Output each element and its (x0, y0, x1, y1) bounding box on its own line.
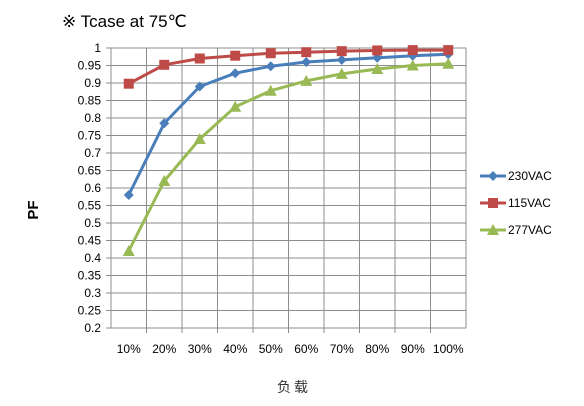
data-point (122, 245, 135, 256)
data-point (230, 68, 241, 79)
data-point (371, 63, 384, 74)
data-point (300, 74, 313, 86)
x-tick-label: 90% (401, 342, 425, 356)
data-point (159, 118, 170, 129)
legend-item-230VAC: 230VAC (480, 169, 552, 183)
y-tick-labels: 0.2 0.25 0.3 0.35 0.4 0.45 0.5 0.55 0.6 0.65 0.7 0.… (78, 41, 102, 335)
x-tick-label: 10% (117, 342, 141, 356)
series-115VAC (123, 45, 454, 89)
y-tick-label: 0.65 (78, 164, 102, 178)
data-point (336, 54, 347, 65)
data-point (372, 45, 383, 56)
x-tick-label: 40% (223, 342, 247, 356)
x-axis-label: 负载 (277, 380, 311, 396)
data-point (265, 48, 276, 59)
legend-marker (487, 224, 499, 235)
data-point (194, 53, 205, 64)
x-tick-label: 60% (294, 342, 318, 356)
data-point (443, 45, 454, 56)
data-point (230, 50, 241, 61)
data-point (194, 81, 205, 92)
data-point (193, 133, 206, 144)
y-tick-label: 0.45 (78, 234, 102, 248)
legend-item-115VAC: 115VAC (480, 196, 551, 210)
legend-label: 230VAC (508, 169, 552, 183)
y-tick-label: 0.9 (84, 76, 101, 90)
y-tick-label: 0.55 (78, 199, 102, 213)
x-tick-label: 30% (188, 342, 212, 356)
series-line (128, 48, 449, 86)
x-tick-label: 50% (259, 342, 283, 356)
data-point (123, 190, 134, 200)
chart-title: ※ Tcase at 75℃ (62, 12, 187, 31)
legend-item-277VAC: 277VAC (480, 223, 552, 237)
y-tick-label: 0.5 (84, 216, 101, 230)
data-point (336, 46, 347, 57)
series-277VAC (122, 57, 455, 256)
y-tick-label: 1 (94, 41, 101, 55)
data-point (301, 47, 312, 58)
y-tick-label: 0.75 (78, 129, 102, 143)
y-tick-label: 0.25 (78, 304, 102, 318)
data-point (442, 57, 455, 69)
legend-label: 277VAC (508, 223, 552, 237)
legend-marker (488, 171, 498, 181)
y-tick-label: 0.2 (84, 321, 101, 335)
data-point (158, 175, 171, 186)
data-point (406, 59, 419, 71)
data-point (123, 78, 134, 89)
series-group (122, 45, 455, 256)
y-tick-label: 0.6 (84, 181, 101, 195)
data-point (407, 45, 418, 56)
series-line (127, 52, 449, 196)
y-tick-label: 0.4 (84, 251, 101, 265)
y-tick-label: 0.35 (78, 269, 102, 283)
x-tick-label: 70% (330, 342, 354, 356)
data-point (265, 61, 276, 72)
grid-lines (110, 47, 467, 333)
x-tick-label: 100% (433, 342, 464, 356)
data-point (335, 67, 348, 79)
y-axis-label: PF (25, 200, 42, 219)
y-tick-label: 0.7 (84, 146, 101, 160)
data-point (229, 100, 242, 112)
x-tick-label: 80% (365, 342, 389, 356)
y-tick-label: 0.8 (84, 111, 101, 125)
y-tick-label: 0.3 (84, 286, 101, 300)
data-point (264, 84, 277, 96)
series-line (127, 62, 449, 252)
data-point (301, 57, 312, 67)
legend: 230VAC 115VAC 277VAC (480, 169, 552, 237)
legend-label: 115VAC (508, 196, 551, 210)
x-tick-labels: 10% 20% 30% 40% 50% 60% 70% 80% 90% 100% (117, 342, 464, 356)
legend-marker (488, 198, 498, 208)
y-tick-label: 0.85 (78, 94, 102, 108)
plot-frame (106, 47, 466, 329)
x-tick-label: 20% (152, 342, 176, 356)
y-tick-label: 0.95 (78, 59, 102, 73)
data-point (159, 59, 170, 70)
